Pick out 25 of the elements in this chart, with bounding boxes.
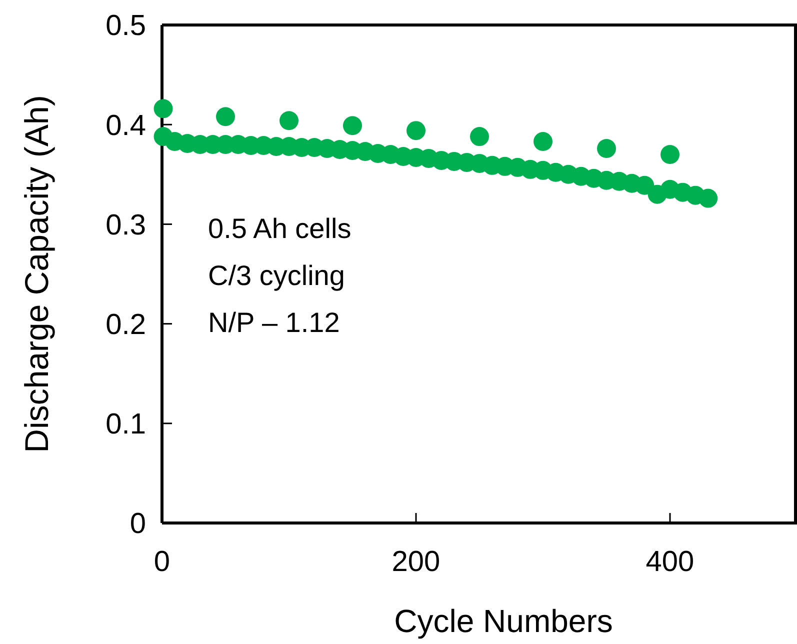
y-tick-label: 0.1 <box>106 408 146 441</box>
point <box>216 107 235 126</box>
point <box>660 144 680 164</box>
x-tick-label: 400 <box>646 546 694 578</box>
annotation: C/3 cycling <box>208 260 345 291</box>
y-tick-label: 0.5 <box>106 10 146 42</box>
point <box>635 176 654 195</box>
point <box>534 132 552 152</box>
y-tick-label: 0 <box>130 508 146 540</box>
y-tick-label: 0.4 <box>106 110 146 142</box>
point <box>280 111 298 130</box>
point <box>343 116 362 136</box>
annotation: 0.5 Ah cells <box>208 213 352 244</box>
point <box>698 188 718 208</box>
annotation: N/P – 1.12 <box>208 307 340 338</box>
point <box>406 121 426 140</box>
y-tick-label: 0.2 <box>106 308 146 341</box>
y-tick-label: 0.3 <box>106 209 146 242</box>
y-axis-title: Discharge Capacity (Ah) <box>18 95 55 453</box>
point <box>597 139 616 158</box>
x-tick-label: 200 <box>392 546 440 578</box>
point <box>470 127 489 146</box>
point <box>154 99 173 118</box>
x-tick-label: 0 <box>154 546 170 578</box>
x-axis-title: Cycle Numbers <box>394 603 613 639</box>
